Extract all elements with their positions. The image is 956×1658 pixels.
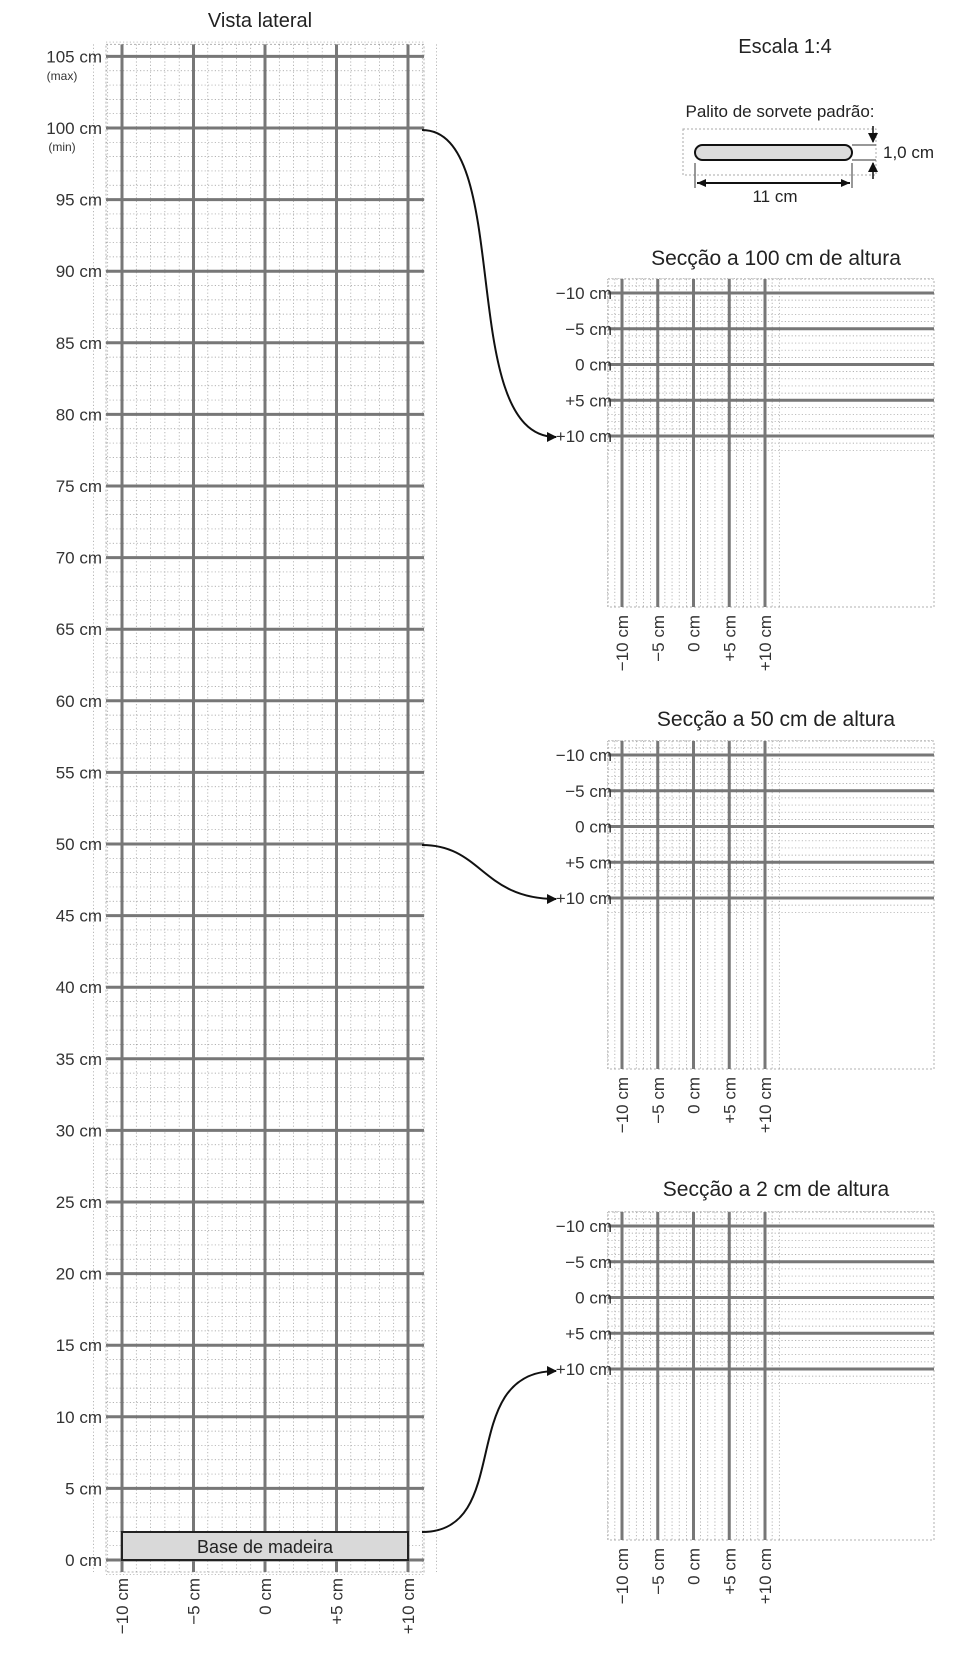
side-view-panel: Vista lateral 0 cm 5 cm 10 cm 15 cm 20 cm 25 … — [46, 10, 437, 1634]
scale-info: Escala 1:4 Palito de sorvete padrão: 1,0… — [682, 36, 934, 206]
x-tick-label: +5 cm — [328, 1578, 347, 1625]
y-tick-label: 75 cm — [56, 477, 102, 496]
y-tick-label: 65 cm — [56, 620, 102, 639]
section-x-tick-label: +5 cm — [720, 1077, 739, 1124]
section-y-tick-label: −5 cm — [565, 320, 612, 339]
section-x-tick-label: 0 cm — [685, 615, 704, 652]
section-2cm: Secção a 2 cm de altura −10 cm −10 cm −5 c… — [556, 1178, 935, 1604]
section-x-tick-label: 0 cm — [685, 1077, 704, 1114]
popsicle-stick-shape — [694, 144, 853, 161]
x-tick-label: −5 cm — [185, 1578, 204, 1625]
section-x-tick-label: −5 cm — [649, 1548, 668, 1595]
stick-title: Palito de sorvete padrão: — [685, 102, 874, 121]
section-x-tick-label: −10 cm — [613, 1548, 632, 1604]
y-tick-label: 5 cm — [65, 1479, 102, 1498]
section-y-tick-label: +10 cm — [556, 427, 612, 446]
section-title: Secção a 2 cm de altura — [663, 1178, 890, 1201]
y-tick-label: 60 cm — [56, 692, 102, 711]
y-tick-label: 70 cm — [56, 549, 102, 568]
x-tick-label: −10 cm — [113, 1578, 132, 1634]
section-y-tick-label: 0 cm — [575, 818, 612, 837]
wooden-base — [121, 1531, 409, 1561]
section-x-tick-label: −10 cm — [613, 615, 632, 671]
y-tick-label: 90 cm — [56, 262, 102, 281]
stick-grid-frame — [682, 128, 877, 176]
section-y-tick-label: +5 cm — [565, 853, 612, 872]
connector-arrow-100cm — [421, 129, 557, 442]
wooden-base-label: Base de madeira — [197, 1537, 334, 1557]
section-50cm: Secção a 50 cm de altura −10 cm −10 cm −5 … — [556, 708, 935, 1133]
x-tick-label: 0 cm — [256, 1578, 275, 1615]
stick-length-arrow-right — [841, 179, 850, 187]
section-y-tick-label: +5 cm — [565, 391, 612, 410]
section-x-tick-label: +10 cm — [756, 1077, 775, 1133]
section-y-tick-label: −10 cm — [556, 284, 612, 303]
section-y-tick-label: +5 cm — [565, 1324, 612, 1343]
y-tick-label: 10 cm — [56, 1408, 102, 1427]
side-view-grid — [93, 41, 437, 1575]
connector-arrows — [421, 129, 557, 1533]
side-view-y-axis: 0 cm 5 cm 10 cm 15 cm 20 cm 25 cm 30 cm 35 cm 40… — [46, 47, 102, 1570]
section-x-tick-label: +5 cm — [720, 615, 739, 662]
y-tick-label: 55 cm — [56, 763, 102, 782]
section-y-tick-label: −5 cm — [565, 782, 612, 801]
section-x-tick-label: +5 cm — [720, 1548, 739, 1595]
y-tick-label: 45 cm — [56, 907, 102, 926]
connector-arrow-50cm — [421, 844, 557, 904]
section-y-tick-label: +10 cm — [556, 889, 612, 908]
min-note: (min) — [48, 140, 75, 154]
y-tick-label: 30 cm — [56, 1121, 102, 1140]
side-view-title: Vista lateral — [208, 10, 312, 32]
section-title: Secção a 100 cm de altura — [651, 247, 901, 270]
section-x-tick-label: +10 cm — [756, 1548, 775, 1604]
y-tick-label: 85 cm — [56, 334, 102, 353]
y-tick-label: 20 cm — [56, 1265, 102, 1284]
y-tick-label: 0 cm — [65, 1551, 102, 1570]
section-y-tick-label: −10 cm — [556, 1217, 612, 1236]
section-x-tick-label: 0 cm — [685, 1548, 704, 1585]
x-tick-label: +10 cm — [399, 1578, 418, 1634]
section-y-tick-label: −10 cm — [556, 746, 612, 765]
section-y-tick-label: +10 cm — [556, 1360, 612, 1379]
max-note: (max) — [47, 69, 78, 83]
section-title: Secção a 50 cm de altura — [657, 708, 895, 731]
scale-label: Escala 1:4 — [738, 36, 831, 58]
y-tick-label: 105 cm — [46, 47, 102, 66]
side-view-x-axis: −10 cm −5 cm 0 cm +5 cm +10 cm — [113, 1578, 418, 1634]
y-tick-label: 100 cm — [46, 119, 102, 138]
y-tick-label: 35 cm — [56, 1050, 102, 1069]
section-100cm: Secção a 100 cm de altura −10 cm −10 cm −5… — [556, 247, 935, 671]
stick-length-arrow-left — [697, 179, 706, 187]
section-y-tick-label: −5 cm — [565, 1253, 612, 1272]
connector-arrow-2cm — [421, 1366, 557, 1533]
stick-length-label: 11 cm — [752, 187, 797, 206]
y-tick-label: 15 cm — [56, 1336, 102, 1355]
section-x-tick-label: −5 cm — [649, 615, 668, 662]
y-tick-label: 40 cm — [56, 978, 102, 997]
section-x-tick-label: −10 cm — [613, 1077, 632, 1133]
stick-width-label: 1,0 cm — [883, 143, 934, 162]
section-x-tick-label: −5 cm — [649, 1077, 668, 1124]
y-tick-label: 95 cm — [56, 191, 102, 210]
y-tick-label: 80 cm — [56, 405, 102, 424]
y-tick-label: 50 cm — [56, 835, 102, 854]
section-x-tick-label: +10 cm — [756, 615, 775, 671]
section-y-tick-label: 0 cm — [575, 356, 612, 375]
y-tick-label: 25 cm — [56, 1193, 102, 1212]
section-y-tick-label: 0 cm — [575, 1289, 612, 1308]
